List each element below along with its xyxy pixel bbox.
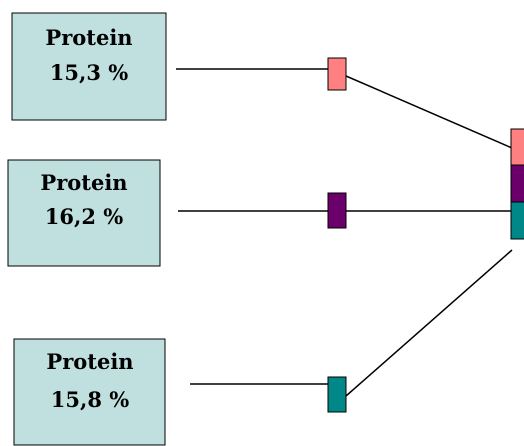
source-box-2-label: Protein: [40, 170, 127, 195]
source-box-2: [7, 159, 161, 267]
source-box-1-value: 15,3 %: [50, 60, 128, 85]
marker-pink: [327, 57, 347, 91]
combined-segment-purple: [510, 164, 524, 203]
combined-segment-pink: [510, 128, 524, 166]
source-box-2-value: 16,2 %: [45, 204, 123, 229]
diagonal-line-3: [345, 249, 513, 397]
marker-purple: [327, 192, 347, 229]
source-box-3-value: 15,8 %: [51, 387, 129, 412]
diagonal-line-1: [345, 75, 513, 149]
source-box-3: [13, 338, 166, 446]
combined-segment-teal: [510, 201, 524, 240]
source-box-1-label: Protein: [45, 25, 132, 50]
marker-teal: [327, 376, 347, 413]
source-box-1: [11, 12, 167, 121]
source-box-3-label: Protein: [46, 349, 133, 374]
